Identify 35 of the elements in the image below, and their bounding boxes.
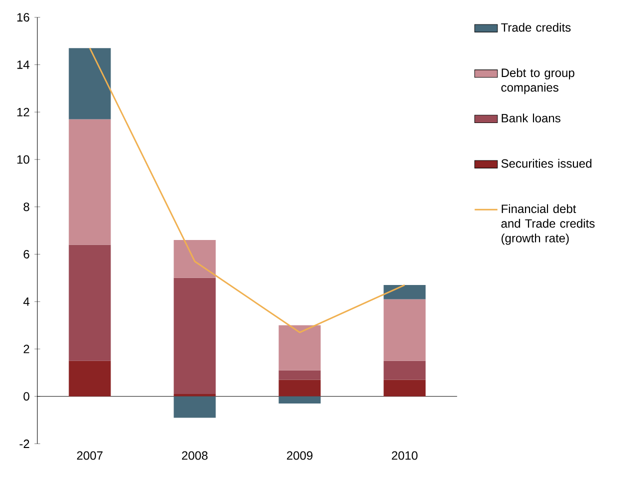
bar [384,299,426,361]
y-tick-label: 6 [24,250,30,259]
bar [278,396,321,404]
y-tick-label: 0 [24,392,30,401]
legend-label: Bank loans [502,114,560,123]
legend-label: Debt to group companies [501,68,574,94]
y-tick-label: 8 [24,202,30,212]
x-tick-label: 2008 [182,451,208,460]
y-tick-label: 16 [17,13,30,22]
bar [278,370,321,380]
legend-label: Trade credits [501,23,571,32]
bar [68,244,111,361]
bar [174,278,216,394]
y-tick-label: -2 [20,440,30,448]
y-tick-label: 10 [17,155,30,164]
x-tick-label: 2007 [77,451,103,460]
bar [68,48,111,120]
x-tick-label: 2009 [286,451,312,460]
y-tick-label: 12 [17,108,30,116]
bar [174,240,216,278]
line-series [89,48,406,334]
bar [384,380,426,396]
y-tick-label: 2 [24,344,30,354]
y-tick-label: 14 [17,60,30,69]
x-tick-label: 2010 [392,451,418,460]
bar [278,380,321,396]
legend-label: Securities issued [501,159,592,168]
bar [384,360,426,380]
bar [384,285,426,300]
bar [68,119,111,245]
legend-label: Financial debt and Trade credits (growth rate) [501,204,595,245]
bar [68,360,111,396]
bar [174,396,216,418]
y-tick-label: 4 [23,298,30,306]
bar [278,325,321,370]
